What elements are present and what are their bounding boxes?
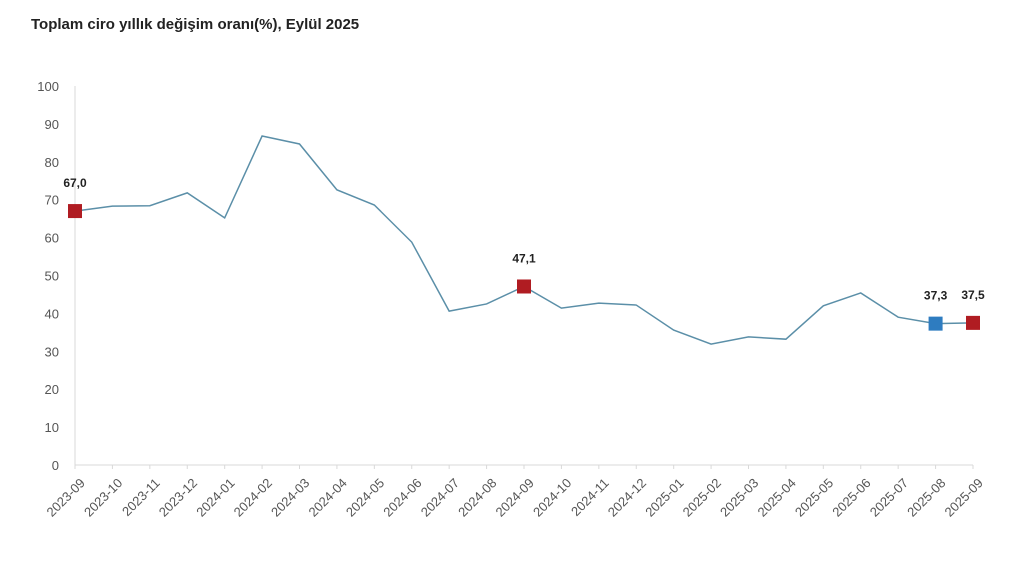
- y-tick-label: 10: [45, 420, 59, 435]
- x-tick-label: 2025-02: [680, 475, 724, 519]
- x-tick-label: 2024-07: [418, 475, 462, 519]
- x-tick-label: 2025-08: [904, 475, 948, 519]
- x-tick-label: 2023-09: [44, 475, 88, 519]
- highlight-marker: [928, 316, 943, 331]
- highlight-marker: [68, 204, 82, 219]
- y-tick-label: 50: [45, 269, 59, 284]
- x-tick-label: 2024-12: [605, 475, 649, 519]
- data-label: 47,1: [512, 251, 536, 265]
- chart-title: Toplam ciro yıllık değişim oranı(%), Eyl…: [31, 16, 360, 33]
- x-tick-label: 2024-03: [268, 475, 312, 519]
- y-tick-label: 90: [45, 117, 59, 132]
- y-tick-label: 30: [45, 344, 59, 359]
- x-tick-label: 2024-06: [380, 475, 424, 519]
- data-label: 37,5: [961, 288, 985, 302]
- x-tick-label: 2024-09: [493, 475, 537, 519]
- highlight-marker: [517, 279, 531, 294]
- x-tick-label: 2024-02: [231, 475, 275, 519]
- highlight-marker: [966, 315, 980, 330]
- y-tick-label: 80: [45, 155, 59, 170]
- x-tick-label: 2025-07: [867, 475, 911, 519]
- x-tick-label: 2024-11: [568, 475, 612, 519]
- x-tick-label: 2023-10: [81, 475, 125, 519]
- data-label: 37,3: [924, 289, 948, 303]
- x-tick-label: 2024-05: [343, 475, 387, 519]
- data-label: 67,0: [63, 176, 87, 190]
- y-tick-label: 40: [45, 306, 59, 321]
- x-tick-label: 2023-12: [156, 475, 200, 519]
- x-tick-label: 2024-01: [193, 475, 237, 519]
- x-tick-label: 2025-06: [829, 475, 873, 519]
- x-tick-label: 2025-05: [792, 475, 836, 519]
- x-tick-label: 2024-08: [455, 475, 499, 519]
- y-tick-label: 100: [37, 79, 59, 94]
- y-tick-label: 0: [52, 458, 59, 473]
- x-tick-label: 2023-11: [119, 475, 163, 519]
- x-tick-label: 2024-10: [530, 475, 574, 519]
- y-tick-label: 70: [45, 193, 59, 208]
- x-tick-label: 2024-04: [305, 475, 349, 519]
- y-tick-label: 20: [45, 382, 59, 397]
- x-tick-label: 2025-01: [642, 475, 686, 519]
- x-tick-label: 2025-09: [942, 475, 986, 519]
- y-tick-label: 60: [45, 231, 59, 246]
- series-line: [74, 135, 974, 345]
- x-tick-label: 2025-04: [754, 475, 798, 519]
- x-tick-label: 2025-03: [717, 475, 761, 519]
